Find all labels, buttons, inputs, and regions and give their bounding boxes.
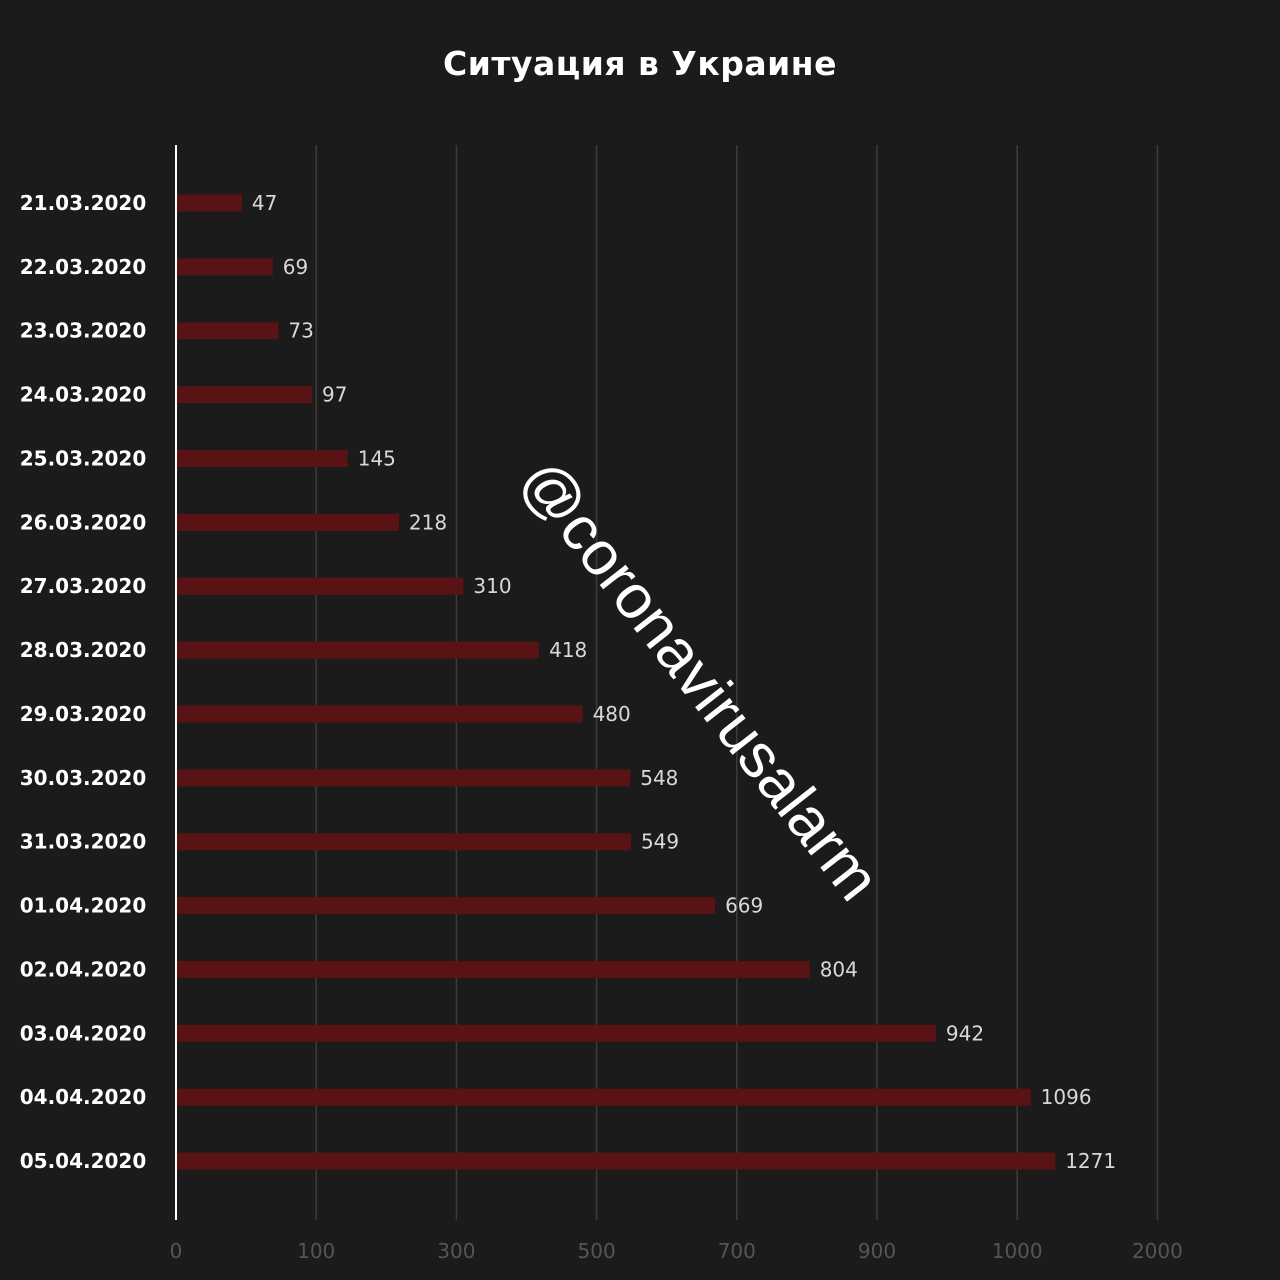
value-label: 669 xyxy=(725,894,763,918)
bar xyxy=(177,194,242,212)
value-label: 218 xyxy=(409,510,447,534)
bar xyxy=(177,1152,1056,1170)
category-label: 28.03.2020 xyxy=(20,638,147,662)
value-label: 804 xyxy=(820,957,858,981)
bar xyxy=(177,449,348,467)
x-tick-label: 700 xyxy=(718,1239,756,1263)
category-label: 25.03.2020 xyxy=(20,446,147,470)
category-label: 31.03.2020 xyxy=(20,830,147,854)
category-label: 27.03.2020 xyxy=(20,574,147,598)
value-label: 97 xyxy=(322,383,347,407)
value-label: 73 xyxy=(288,319,313,343)
bar xyxy=(177,1024,936,1042)
bar xyxy=(177,769,631,787)
x-tick-label: 500 xyxy=(578,1239,616,1263)
value-label: 1271 xyxy=(1065,1149,1116,1173)
value-label: 942 xyxy=(946,1021,984,1045)
bar xyxy=(177,258,273,276)
x-tick-label: 100 xyxy=(297,1239,335,1263)
bar xyxy=(177,1088,1031,1106)
category-label: 24.03.2020 xyxy=(20,383,147,407)
category-label: 29.03.2020 xyxy=(20,702,147,726)
bar xyxy=(177,897,716,915)
category-label: 02.04.2020 xyxy=(20,957,147,981)
value-label: 1096 xyxy=(1041,1085,1092,1109)
x-tick-label: 0 xyxy=(170,1239,183,1263)
category-label: 01.04.2020 xyxy=(20,894,147,918)
bar xyxy=(177,513,399,531)
value-label: 549 xyxy=(641,830,679,854)
category-label: 05.04.2020 xyxy=(20,1149,147,1173)
value-label: 69 xyxy=(283,255,308,279)
bar xyxy=(177,833,631,851)
x-tick-label: 900 xyxy=(858,1239,896,1263)
value-label: 548 xyxy=(640,766,678,790)
chart-title: Ситуация в Украине xyxy=(443,44,837,83)
bar xyxy=(177,960,810,978)
value-label: 310 xyxy=(473,574,511,598)
category-label: 26.03.2020 xyxy=(20,510,147,534)
bar xyxy=(177,577,464,595)
bar xyxy=(177,705,583,723)
category-label: 03.04.2020 xyxy=(20,1021,147,1045)
value-label: 47 xyxy=(252,191,277,215)
bar xyxy=(177,322,279,340)
category-label: 22.03.2020 xyxy=(20,255,147,279)
category-label: 23.03.2020 xyxy=(20,319,147,343)
bar xyxy=(177,386,312,404)
value-label: 145 xyxy=(358,446,396,470)
x-tick-label: 2000 xyxy=(1132,1239,1183,1263)
x-tick-label: 300 xyxy=(437,1239,475,1263)
category-label: 04.04.2020 xyxy=(20,1085,147,1109)
category-label: 30.03.2020 xyxy=(20,766,147,790)
x-tick-label: 1000 xyxy=(992,1239,1043,1263)
category-label: 21.03.2020 xyxy=(20,191,147,215)
bar xyxy=(177,641,540,659)
value-label: 480 xyxy=(593,702,631,726)
value-label: 418 xyxy=(549,638,587,662)
